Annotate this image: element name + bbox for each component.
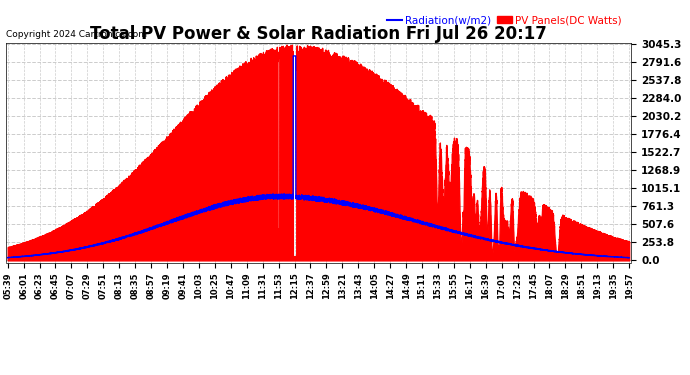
Legend: Radiation(w/m2), PV Panels(DC Watts): Radiation(w/m2), PV Panels(DC Watts) — [382, 11, 626, 29]
Text: Copyright 2024 Cartronics.com: Copyright 2024 Cartronics.com — [6, 30, 146, 39]
Title: Total PV Power & Solar Radiation Fri Jul 26 20:17: Total PV Power & Solar Radiation Fri Jul… — [90, 25, 547, 43]
